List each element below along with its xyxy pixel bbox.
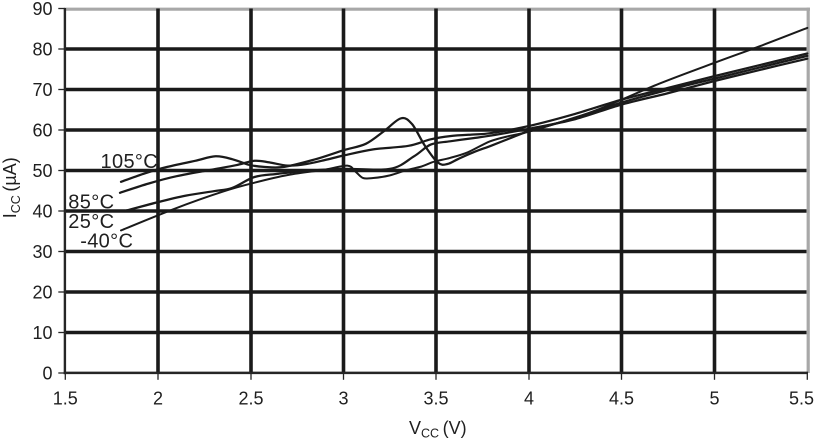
svg-text:20: 20 [32,282,52,302]
svg-text:1.5: 1.5 [53,389,78,409]
svg-text:50: 50 [32,161,52,181]
svg-text:30: 30 [32,242,52,262]
svg-text:25°C: 25°C [68,211,114,233]
svg-text:3: 3 [338,389,348,409]
svg-text:60: 60 [32,120,52,140]
svg-text:0: 0 [42,363,52,383]
svg-text:40: 40 [32,201,52,221]
svg-text:105°C: 105°C [101,151,159,173]
svg-text:90: 90 [32,0,52,19]
svg-text:2.5: 2.5 [238,389,263,409]
svg-text:4.5: 4.5 [609,389,634,409]
svg-text:10: 10 [32,323,52,343]
svg-text:ICC (µA): ICC (µA) [0,157,23,218]
svg-text:85°C: 85°C [68,191,114,213]
svg-text:4: 4 [524,389,534,409]
svg-text:70: 70 [32,80,52,100]
svg-text:3.5: 3.5 [423,389,448,409]
svg-text:5.5: 5.5 [789,389,814,409]
svg-text:80: 80 [32,39,52,59]
svg-text:2: 2 [153,389,163,409]
svg-text:-40°C: -40°C [80,230,133,252]
svg-text:5: 5 [709,389,719,409]
